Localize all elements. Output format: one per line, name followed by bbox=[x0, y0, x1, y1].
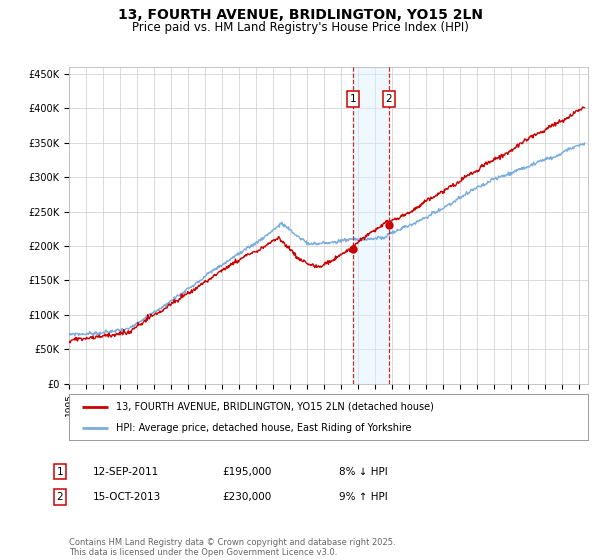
Bar bbox=[353, 67, 389, 384]
Text: 8% ↓ HPI: 8% ↓ HPI bbox=[339, 466, 388, 477]
Text: 1: 1 bbox=[56, 466, 64, 477]
Text: 13, FOURTH AVENUE, BRIDLINGTON, YO15 2LN (detached house): 13, FOURTH AVENUE, BRIDLINGTON, YO15 2LN… bbox=[116, 402, 434, 412]
Text: 15-OCT-2013: 15-OCT-2013 bbox=[93, 492, 161, 502]
Text: 2: 2 bbox=[385, 94, 392, 104]
Text: HPI: Average price, detached house, East Riding of Yorkshire: HPI: Average price, detached house, East… bbox=[116, 423, 411, 433]
Text: 12-SEP-2011: 12-SEP-2011 bbox=[93, 466, 159, 477]
Text: £195,000: £195,000 bbox=[222, 466, 271, 477]
Text: 9% ↑ HPI: 9% ↑ HPI bbox=[339, 492, 388, 502]
Text: 13, FOURTH AVENUE, BRIDLINGTON, YO15 2LN: 13, FOURTH AVENUE, BRIDLINGTON, YO15 2LN bbox=[118, 8, 482, 22]
Text: 1: 1 bbox=[350, 94, 356, 104]
Text: £230,000: £230,000 bbox=[222, 492, 271, 502]
Text: Price paid vs. HM Land Registry's House Price Index (HPI): Price paid vs. HM Land Registry's House … bbox=[131, 21, 469, 34]
Text: Contains HM Land Registry data © Crown copyright and database right 2025.
This d: Contains HM Land Registry data © Crown c… bbox=[69, 538, 395, 557]
Text: 2: 2 bbox=[56, 492, 64, 502]
